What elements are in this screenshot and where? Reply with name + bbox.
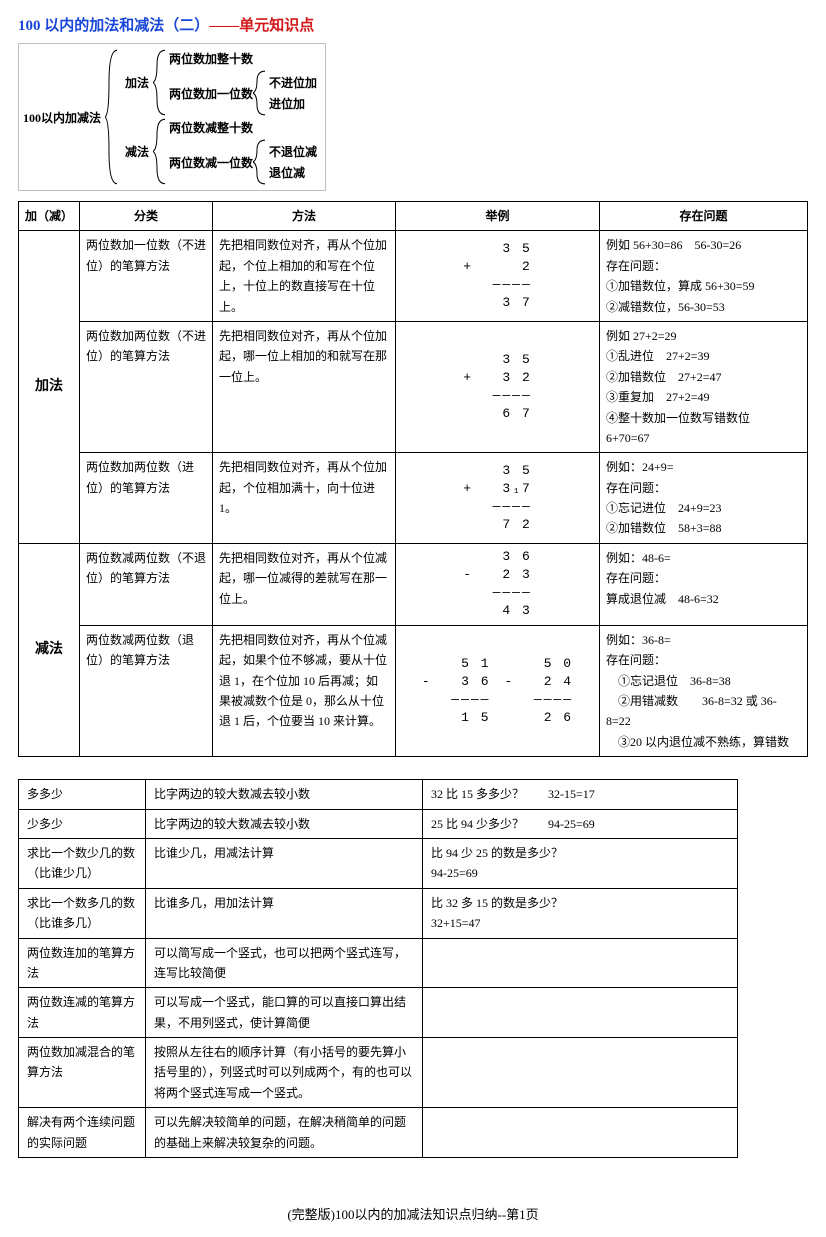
cell: 求比一个数多几的数（比谁多几）: [19, 888, 146, 938]
brace-icon: [253, 69, 269, 117]
cell-mth: 先把相同数位对齐，再从个位加起，哪一位上相加的和就写在那一位上。: [213, 321, 396, 452]
th-prob: 存在问题: [600, 202, 808, 231]
cell: 比 94 少 25 的数是多少？94-25=69: [423, 838, 738, 888]
cell-cat: 两位数减两位数（不退位）的笔算方法: [80, 543, 213, 625]
tree-leaf: 两位数加整十数: [169, 48, 317, 69]
table-row: 两位数加两位数（不进位）的笔算方法 先把相同数位对齐，再从个位加起，哪一位上相加…: [19, 321, 808, 452]
cell: 可以先解决较简单的问题，在解决稍简单的问题的基础上来解决较复杂的问题。: [146, 1108, 423, 1158]
cell-cat: 两位数加两位数（进位）的笔算方法: [80, 453, 213, 544]
cell-cat: 两位数减两位数（退位）的笔算方法: [80, 625, 213, 756]
cell-mth: 先把相同数位对齐，再从个位减起，哪一位减得的差就写在那一位上。: [213, 543, 396, 625]
cell-mth: 先把相同数位对齐，再从个位减起，如果个位不够减，要从十位退 1，在个位加 10 …: [213, 625, 396, 756]
cell: 25 比 94 少多少？ 94-25=69: [423, 809, 738, 838]
cell: 比谁多几，用加法计算: [146, 888, 423, 938]
cell-example: 3 5+ 3₁7―――― 7 2: [396, 453, 600, 544]
cell: [423, 1108, 738, 1158]
cell-prob: 例如 56+30=86 56-30=26存在问题：①加错数位，算成 56+30=…: [600, 231, 808, 322]
table-row: 两位数连减的笔算方法 可以写成一个竖式，能口算的可以直接口算出结果，不用列竖式，…: [19, 988, 738, 1038]
brace-icon: [253, 138, 269, 186]
cell: 比字两边的较大数减去较小数: [146, 780, 423, 809]
cell-prob: 例如：36-8=存在问题： ①忘记退位 36-8=38 ②用错减数 36-8=3…: [600, 625, 808, 756]
main-table: 加（减） 分类 方法 举例 存在问题 加法 两位数加一位数（不进位）的笔算方法 …: [18, 201, 808, 757]
concept-tree: 100以内加减法 加法 两位数加整十数 两位数加一位数 不进位加 进位加: [18, 43, 326, 191]
cell: 两位数连减的笔算方法: [19, 988, 146, 1038]
cell: [423, 938, 738, 988]
calc-block: 3 5+ 2―――― 3 7: [463, 240, 532, 313]
cell: 32 比 15 多多少？ 32-15=17: [423, 780, 738, 809]
brace-icon: [153, 117, 169, 186]
table-header-row: 加（减） 分类 方法 举例 存在问题: [19, 202, 808, 231]
cell: 比谁少几，用减法计算: [146, 838, 423, 888]
th-ex: 举例: [396, 202, 600, 231]
title-blue: 100 以内的加法和减法（二）: [18, 18, 209, 34]
calc-block: 3 5+ 3 2―――― 6 7: [463, 351, 532, 424]
table-row: 少多少 比字两边的较大数减去较小数 25 比 94 少多少？ 94-25=69: [19, 809, 738, 838]
tree-add: 加法: [121, 74, 153, 91]
table-row: 两位数加两位数（进位）的笔算方法 先把相同数位对齐，再从个位加起，个位相加满十，…: [19, 453, 808, 544]
cell-prob: 例如 27+2=29①乱进位 27+2=39②加错数位 27+2=47③重复加 …: [600, 321, 808, 452]
cell-mth: 先把相同数位对齐，再从个位加起，个位上相加的和写在个位上，十位上的数直接写在十位…: [213, 231, 396, 322]
tree-leaf: 不进位加: [269, 72, 317, 93]
title-dash: ——: [209, 18, 239, 34]
tree-leaf: 退位减: [269, 162, 317, 183]
tree-leaf: 两位数减整十数: [169, 117, 317, 138]
cell-mth: 先把相同数位对齐，再从个位加起，个位相加满十，向十位进 1。: [213, 453, 396, 544]
tree-leaf: 两位数加一位数: [169, 83, 253, 104]
table-row: 解决有两个连续问题的实际问题 可以先解决较简单的问题，在解决稍简单的问题的基础上…: [19, 1108, 738, 1158]
cell-cat: 两位数加一位数（不进位）的笔算方法: [80, 231, 213, 322]
cell: 解决有两个连续问题的实际问题: [19, 1108, 146, 1158]
th-op: 加（减）: [19, 202, 80, 231]
brace-icon: [105, 48, 121, 186]
op-sub: 减法: [19, 543, 80, 756]
tree-sub: 减法: [121, 143, 153, 160]
cell-cat: 两位数加两位数（不进位）的笔算方法: [80, 321, 213, 452]
brace-icon: [153, 48, 169, 117]
table-row: 减法 两位数减两位数（不退位）的笔算方法 先把相同数位对齐，再从个位减起，哪一位…: [19, 543, 808, 625]
table-row: 求比一个数多几的数（比谁多几） 比谁多几，用加法计算 比 32 多 15 的数是…: [19, 888, 738, 938]
cell: 少多少: [19, 809, 146, 838]
calc-block: 3 5+ 3₁7―――― 7 2: [463, 462, 532, 535]
page-footer: (完整版)100以内的加减法知识点归纳--第1页: [18, 1204, 808, 1223]
th-cat: 分类: [80, 202, 213, 231]
calc-block: 5 1- 3 6―――― 1 5: [422, 655, 491, 728]
cell-prob: 例如：24+9=存在问题：①忘记进位 24+9=23②加错数位 58+3=88: [600, 453, 808, 544]
tree-root: 100以内加减法: [23, 109, 105, 126]
table-row: 两位数加减混合的笔算方法 按照从左往右的顺序计算（有小括号的要先算小括号里的），…: [19, 1038, 738, 1108]
tree-leaf: 不退位减: [269, 141, 317, 162]
cell: 可以简写成一个竖式，也可以把两个竖式连写，连写比较简便: [146, 938, 423, 988]
cell: 两位数连加的笔算方法: [19, 938, 146, 988]
calc-block: 5 0- 2 4―――― 2 6: [505, 655, 574, 728]
table-row: 多多少 比字两边的较大数减去较小数 32 比 15 多多少？ 32-15=17: [19, 780, 738, 809]
table-row: 加法 两位数加一位数（不进位）的笔算方法 先把相同数位对齐，再从个位加起，个位上…: [19, 231, 808, 322]
tree-leaf: 进位加: [269, 93, 317, 114]
cell: 两位数加减混合的笔算方法: [19, 1038, 146, 1108]
cell: [423, 988, 738, 1038]
cell-prob: 例如：48-6=存在问题：算成退位减 48-6=32: [600, 543, 808, 625]
cell: 可以写成一个竖式，能口算的可以直接口算出结果，不用列竖式，使计算简便: [146, 988, 423, 1038]
cell-example: 3 6- 2 3―――― 4 3: [396, 543, 600, 625]
title-red: 单元知识点: [239, 18, 314, 34]
cell-example: 3 5+ 3 2―――― 6 7: [396, 321, 600, 452]
cell: 求比一个数少几的数（比谁少几）: [19, 838, 146, 888]
cell-example: 5 1- 3 6―――― 1 5 5 0- 2 4―――― 2 6: [396, 625, 600, 756]
tree-leaf: 两位数减一位数: [169, 152, 253, 173]
second-table: 多多少 比字两边的较大数减去较小数 32 比 15 多多少？ 32-15=17 …: [18, 779, 738, 1158]
cell: 多多少: [19, 780, 146, 809]
cell: 按照从左往右的顺序计算（有小括号的要先算小括号里的），列竖式时可以列成两个，有的…: [146, 1038, 423, 1108]
page-title: 100 以内的加法和减法（二）——单元知识点: [18, 14, 808, 35]
cell: 比字两边的较大数减去较小数: [146, 809, 423, 838]
calc-block: 3 6- 2 3―――― 4 3: [463, 548, 532, 621]
op-add: 加法: [19, 231, 80, 543]
th-mth: 方法: [213, 202, 396, 231]
table-row: 两位数连加的笔算方法 可以简写成一个竖式，也可以把两个竖式连写，连写比较简便: [19, 938, 738, 988]
cell: 比 32 多 15 的数是多少？32+15=47: [423, 888, 738, 938]
table-row: 两位数减两位数（退位）的笔算方法 先把相同数位对齐，再从个位减起，如果个位不够减…: [19, 625, 808, 756]
cell: [423, 1038, 738, 1108]
cell-example: 3 5+ 2―――― 3 7: [396, 231, 600, 322]
table-row: 求比一个数少几的数（比谁少几） 比谁少几，用减法计算 比 94 少 25 的数是…: [19, 838, 738, 888]
